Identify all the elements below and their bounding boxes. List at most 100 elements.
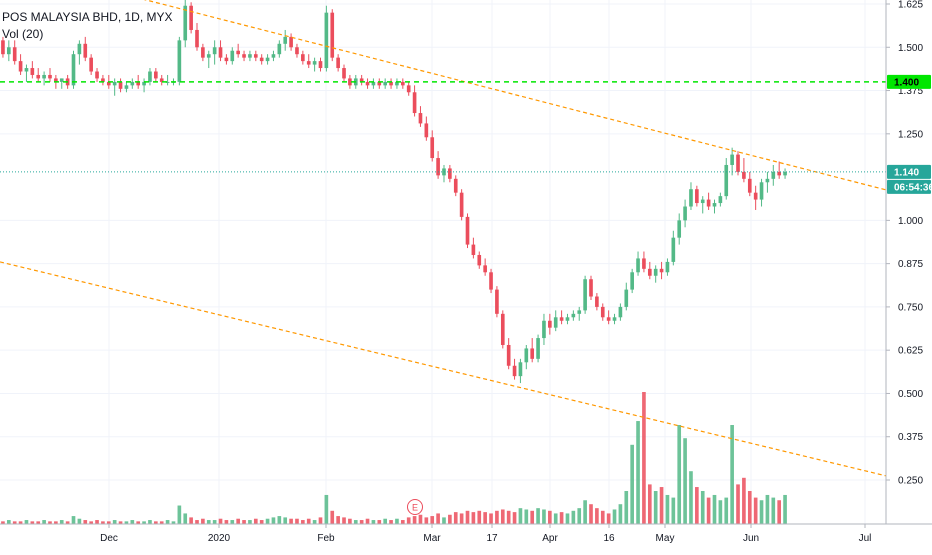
candle-body[interactable]	[212, 47, 217, 55]
candle-body[interactable]	[371, 81, 376, 86]
candle-body[interactable]	[530, 348, 535, 359]
candle-body[interactable]	[518, 362, 523, 377]
candle-body[interactable]	[706, 199, 711, 207]
candle-body[interactable]	[400, 81, 405, 86]
candle-body[interactable]	[165, 81, 170, 83]
candle-body[interactable]	[412, 92, 417, 114]
candle-body[interactable]	[189, 5, 193, 30]
candle-body[interactable]	[224, 57, 229, 62]
candle-body[interactable]	[324, 12, 329, 69]
candle-body[interactable]	[312, 61, 317, 65]
candle-body[interactable]	[154, 71, 158, 79]
candle-body[interactable]	[101, 78, 105, 82]
candle-body[interactable]	[118, 81, 123, 89]
candle-body[interactable]	[283, 36, 288, 44]
candle-body[interactable]	[642, 258, 646, 269]
candle-body[interactable]	[500, 313, 505, 345]
candle-body[interactable]	[95, 71, 99, 79]
candle-body[interactable]	[295, 47, 299, 55]
candle-body[interactable]	[206, 54, 211, 58]
candle-body[interactable]	[636, 258, 640, 273]
candle-body[interactable]	[36, 74, 41, 79]
candle-body[interactable]	[30, 68, 35, 75]
candle-body[interactable]	[583, 279, 587, 311]
candle-body[interactable]	[159, 78, 164, 82]
candle-body[interactable]	[624, 289, 629, 307]
candle-body[interactable]	[618, 306, 623, 318]
candle-body[interactable]	[606, 317, 611, 321]
candle-body[interactable]	[77, 43, 82, 55]
candle-body[interactable]	[671, 237, 676, 262]
candle-body[interactable]	[18, 61, 23, 72]
candle-body[interactable]	[742, 171, 746, 179]
candle-body[interactable]	[395, 81, 399, 86]
candle-body[interactable]	[448, 168, 452, 179]
candle-body[interactable]	[589, 279, 593, 297]
candle-body[interactable]	[418, 113, 423, 124]
candle-body[interactable]	[683, 206, 687, 221]
candle-body[interactable]	[342, 68, 346, 79]
candle-body[interactable]	[612, 317, 617, 321]
candle-body[interactable]	[136, 81, 141, 86]
candle-body[interactable]	[542, 320, 546, 339]
candle-body[interactable]	[600, 306, 605, 318]
candle-body[interactable]	[42, 74, 46, 79]
trendline-upper[interactable]	[0, 0, 887, 191]
candle-body[interactable]	[177, 40, 182, 82]
candle-body[interactable]	[665, 261, 670, 273]
candle-body[interactable]	[83, 43, 88, 58]
candle-body[interactable]	[6, 47, 11, 55]
candle-body[interactable]	[330, 12, 335, 58]
candle-body[interactable]	[700, 199, 705, 204]
candle-body[interactable]	[465, 216, 470, 245]
candle-body[interactable]	[424, 123, 429, 138]
candle-body[interactable]	[201, 47, 205, 58]
candle-body[interactable]	[236, 50, 240, 55]
candle-body[interactable]	[771, 171, 776, 179]
candle-body[interactable]	[277, 43, 282, 55]
candle-body[interactable]	[430, 137, 435, 159]
candle-body[interactable]	[506, 344, 511, 366]
candle-body[interactable]	[653, 268, 658, 276]
candle-body[interactable]	[436, 158, 440, 176]
candle-body[interactable]	[630, 272, 634, 290]
candle-body[interactable]	[753, 192, 758, 200]
candle-body[interactable]	[689, 189, 693, 207]
candle-body[interactable]	[71, 54, 76, 86]
candle-body[interactable]	[759, 182, 764, 200]
candle-body[interactable]	[59, 78, 64, 82]
candle-body[interactable]	[148, 71, 152, 82]
candle-body[interactable]	[230, 50, 235, 62]
candle-body[interactable]	[259, 57, 264, 62]
candle-body[interactable]	[765, 178, 770, 183]
candle-body[interactable]	[24, 68, 29, 72]
candle-body[interactable]	[318, 61, 323, 69]
candle-body[interactable]	[483, 265, 487, 273]
candle-body[interactable]	[265, 57, 270, 62]
candle-body[interactable]	[777, 171, 782, 176]
candle-body[interactable]	[365, 81, 370, 86]
candle-body[interactable]	[730, 154, 734, 165]
candle-body[interactable]	[112, 81, 117, 86]
candle-body[interactable]	[54, 78, 58, 82]
candle-body[interactable]	[471, 244, 476, 255]
candle-body[interactable]	[495, 289, 499, 314]
candle-body[interactable]	[183, 5, 188, 41]
candle-body[interactable]	[406, 85, 411, 93]
candle-body[interactable]	[359, 78, 364, 82]
candle-body[interactable]	[747, 178, 752, 193]
candle-body[interactable]	[336, 57, 340, 69]
candle-body[interactable]	[512, 365, 517, 377]
candle-body[interactable]	[48, 74, 52, 79]
candle-body[interactable]	[1, 40, 5, 55]
candle-body[interactable]	[253, 54, 258, 58]
candle-body[interactable]	[195, 29, 199, 48]
candle-body[interactable]	[571, 313, 576, 318]
candle-body[interactable]	[453, 178, 458, 193]
candle-body[interactable]	[248, 54, 252, 58]
candle-body[interactable]	[677, 220, 682, 238]
candle-body[interactable]	[348, 78, 352, 86]
candle-body[interactable]	[736, 154, 740, 172]
candle-body[interactable]	[647, 268, 652, 276]
